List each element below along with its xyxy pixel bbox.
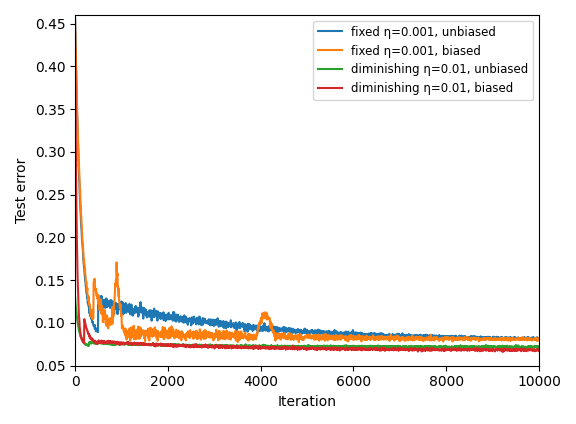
diminishing η=0.01, unbiased [485, 346, 492, 351]
fixed η=0.001, unbiased [297, 329, 304, 335]
fixed η=0.001, biased [522, 337, 529, 342]
diminishing η=0.01, biased [437, 347, 444, 352]
diminishing η=0.01, unbiased [71, 294, 78, 299]
X-axis label: Iteration: Iteration [278, 395, 336, 409]
fixed η=0.001, unbiased [522, 336, 529, 341]
fixed η=0.001, unbiased [285, 326, 292, 331]
fixed η=0.001, unbiased [437, 334, 444, 339]
diminishing η=0.01, unbiased [285, 343, 292, 349]
diminishing η=0.01, biased [499, 349, 506, 354]
fixed η=0.001, unbiased [95, 306, 102, 311]
diminishing η=0.01, biased [297, 346, 304, 351]
Line: fixed η=0.001, biased: fixed η=0.001, biased [75, 21, 539, 342]
fixed η=0.001, biased [297, 334, 304, 339]
diminishing η=0.01, unbiased [522, 345, 529, 350]
fixed η=0.001, unbiased [71, 14, 78, 19]
diminishing η=0.01, unbiased [95, 340, 102, 345]
fixed η=0.001, biased [71, 18, 78, 23]
diminishing η=0.01, biased [522, 348, 529, 353]
fixed η=0.001, unbiased [522, 335, 529, 340]
Line: diminishing η=0.01, biased: diminishing η=0.01, biased [75, 19, 539, 352]
fixed η=0.001, biased [234, 340, 241, 345]
fixed η=0.001, unbiased [536, 336, 543, 341]
fixed η=0.001, biased [522, 335, 529, 340]
fixed η=0.001, biased [536, 337, 543, 342]
diminishing η=0.01, unbiased [536, 345, 543, 350]
diminishing η=0.01, biased [522, 347, 529, 352]
diminishing η=0.01, unbiased [437, 345, 444, 350]
diminishing η=0.01, unbiased [522, 344, 529, 349]
diminishing η=0.01, biased [95, 340, 102, 345]
diminishing η=0.01, biased [536, 349, 543, 354]
diminishing η=0.01, unbiased [297, 344, 304, 349]
Line: diminishing η=0.01, unbiased: diminishing η=0.01, unbiased [75, 296, 539, 349]
Y-axis label: Test error: Test error [15, 158, 29, 223]
diminishing η=0.01, biased [285, 346, 292, 351]
fixed η=0.001, biased [95, 302, 102, 307]
fixed η=0.001, unbiased [504, 337, 511, 342]
diminishing η=0.01, biased [71, 17, 78, 22]
fixed η=0.001, biased [285, 331, 292, 336]
fixed η=0.001, biased [437, 337, 444, 342]
Line: fixed η=0.001, unbiased: fixed η=0.001, unbiased [75, 17, 539, 339]
Legend: fixed η=0.001, unbiased, fixed η=0.001, biased, diminishing η=0.01, unbiased, di: fixed η=0.001, unbiased, fixed η=0.001, … [313, 21, 533, 100]
